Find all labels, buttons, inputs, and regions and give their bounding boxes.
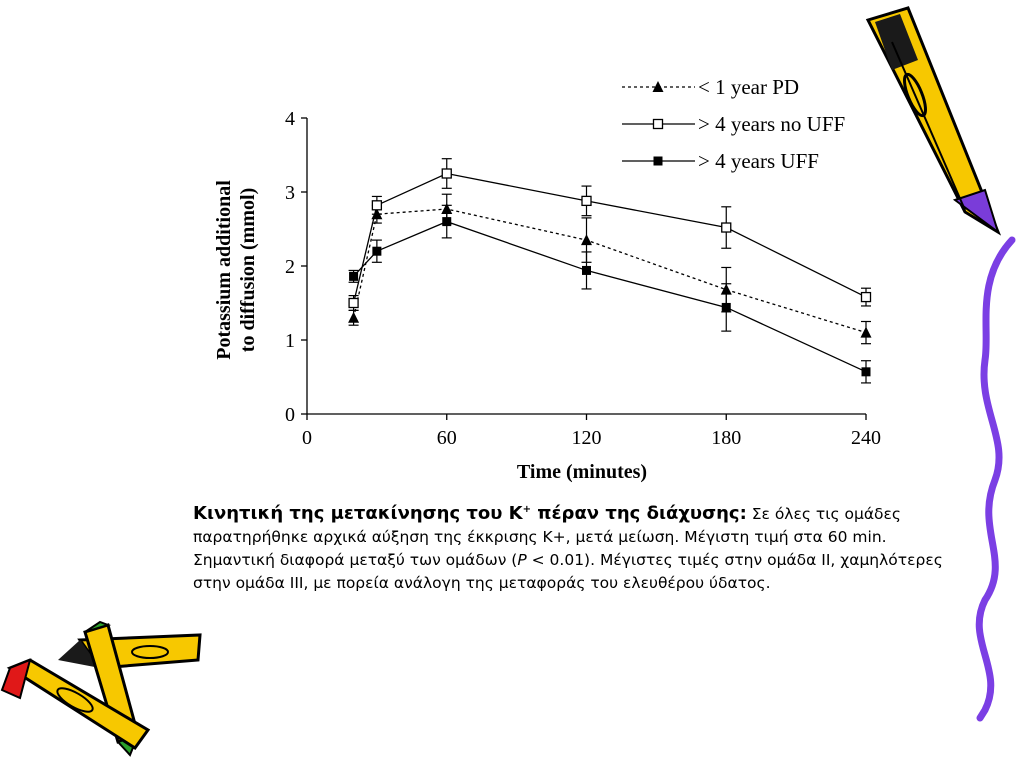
data-point	[860, 326, 872, 338]
data-point	[581, 234, 592, 246]
pencil-bottom-left-1-icon	[58, 633, 202, 670]
data-point	[441, 168, 452, 179]
y-tick-label: 0	[285, 404, 295, 426]
squiggle-border-icon	[975, 236, 1016, 722]
data-point	[721, 302, 731, 312]
chart: Potassium additional to diffusion (mmol)…	[213, 75, 881, 483]
data-point	[581, 195, 592, 207]
data-point	[860, 291, 872, 303]
y-tick-label: 3	[285, 182, 295, 204]
caption-p-symbol: P	[517, 551, 527, 569]
data-point	[861, 367, 871, 377]
data-point	[348, 311, 360, 323]
chart-caption: Κινητική της μετακίνησης του Κ+ πέραν τη…	[193, 498, 961, 595]
data-point	[349, 271, 359, 281]
legend-label-1: > 4 years no UFF	[698, 112, 845, 136]
legend-marker-1	[652, 118, 664, 130]
legend-label-0: < 1 year PD	[698, 75, 799, 99]
data-point	[721, 222, 732, 233]
series-line-1	[352, 172, 867, 304]
series-line-0	[352, 208, 867, 334]
y-tick-label: 4	[285, 108, 295, 130]
x-tick-label: 60	[437, 427, 457, 449]
legend-label-2: > 4 years UFF	[698, 149, 819, 173]
data-point	[372, 246, 382, 256]
caption-text-end: < 0.01). Μέγιστες τιμές στην ομάδα ΙΙ, χ…	[193, 551, 943, 592]
pencil-top-right-icon	[865, 6, 1002, 236]
caption-heading: Κινητική της μετακίνησης του Κ+ πέραν τη…	[193, 503, 747, 524]
data-point	[348, 297, 359, 309]
x-tick-label: 180	[711, 427, 741, 449]
x-axis-label: Time (minutes)	[517, 461, 647, 483]
series-line-2	[353, 220, 867, 373]
y-tick-label: 1	[285, 330, 295, 352]
y-axis-label-line2: to diffusion (mmol)	[237, 188, 259, 352]
y-axis-label-line1: Potassium additional	[213, 180, 235, 360]
data-point	[371, 200, 383, 211]
legend-marker-0	[652, 81, 664, 92]
legend-marker-2	[653, 156, 663, 166]
y-tick-label: 2	[285, 256, 295, 278]
x-tick-label: 240	[851, 427, 881, 449]
x-tick-label: 120	[572, 427, 602, 449]
data-point	[442, 217, 452, 227]
caption-text: Σε όλες τις ομάδες παρατηρήθηκε αρχικά α…	[193, 505, 902, 569]
data-point	[582, 265, 591, 275]
pencil-bottom-left-3-icon	[0, 658, 151, 751]
x-tick-label: 0	[302, 427, 312, 449]
legend: < 1 year PD > 4 years no UFF > 4 years UFF	[622, 75, 845, 173]
